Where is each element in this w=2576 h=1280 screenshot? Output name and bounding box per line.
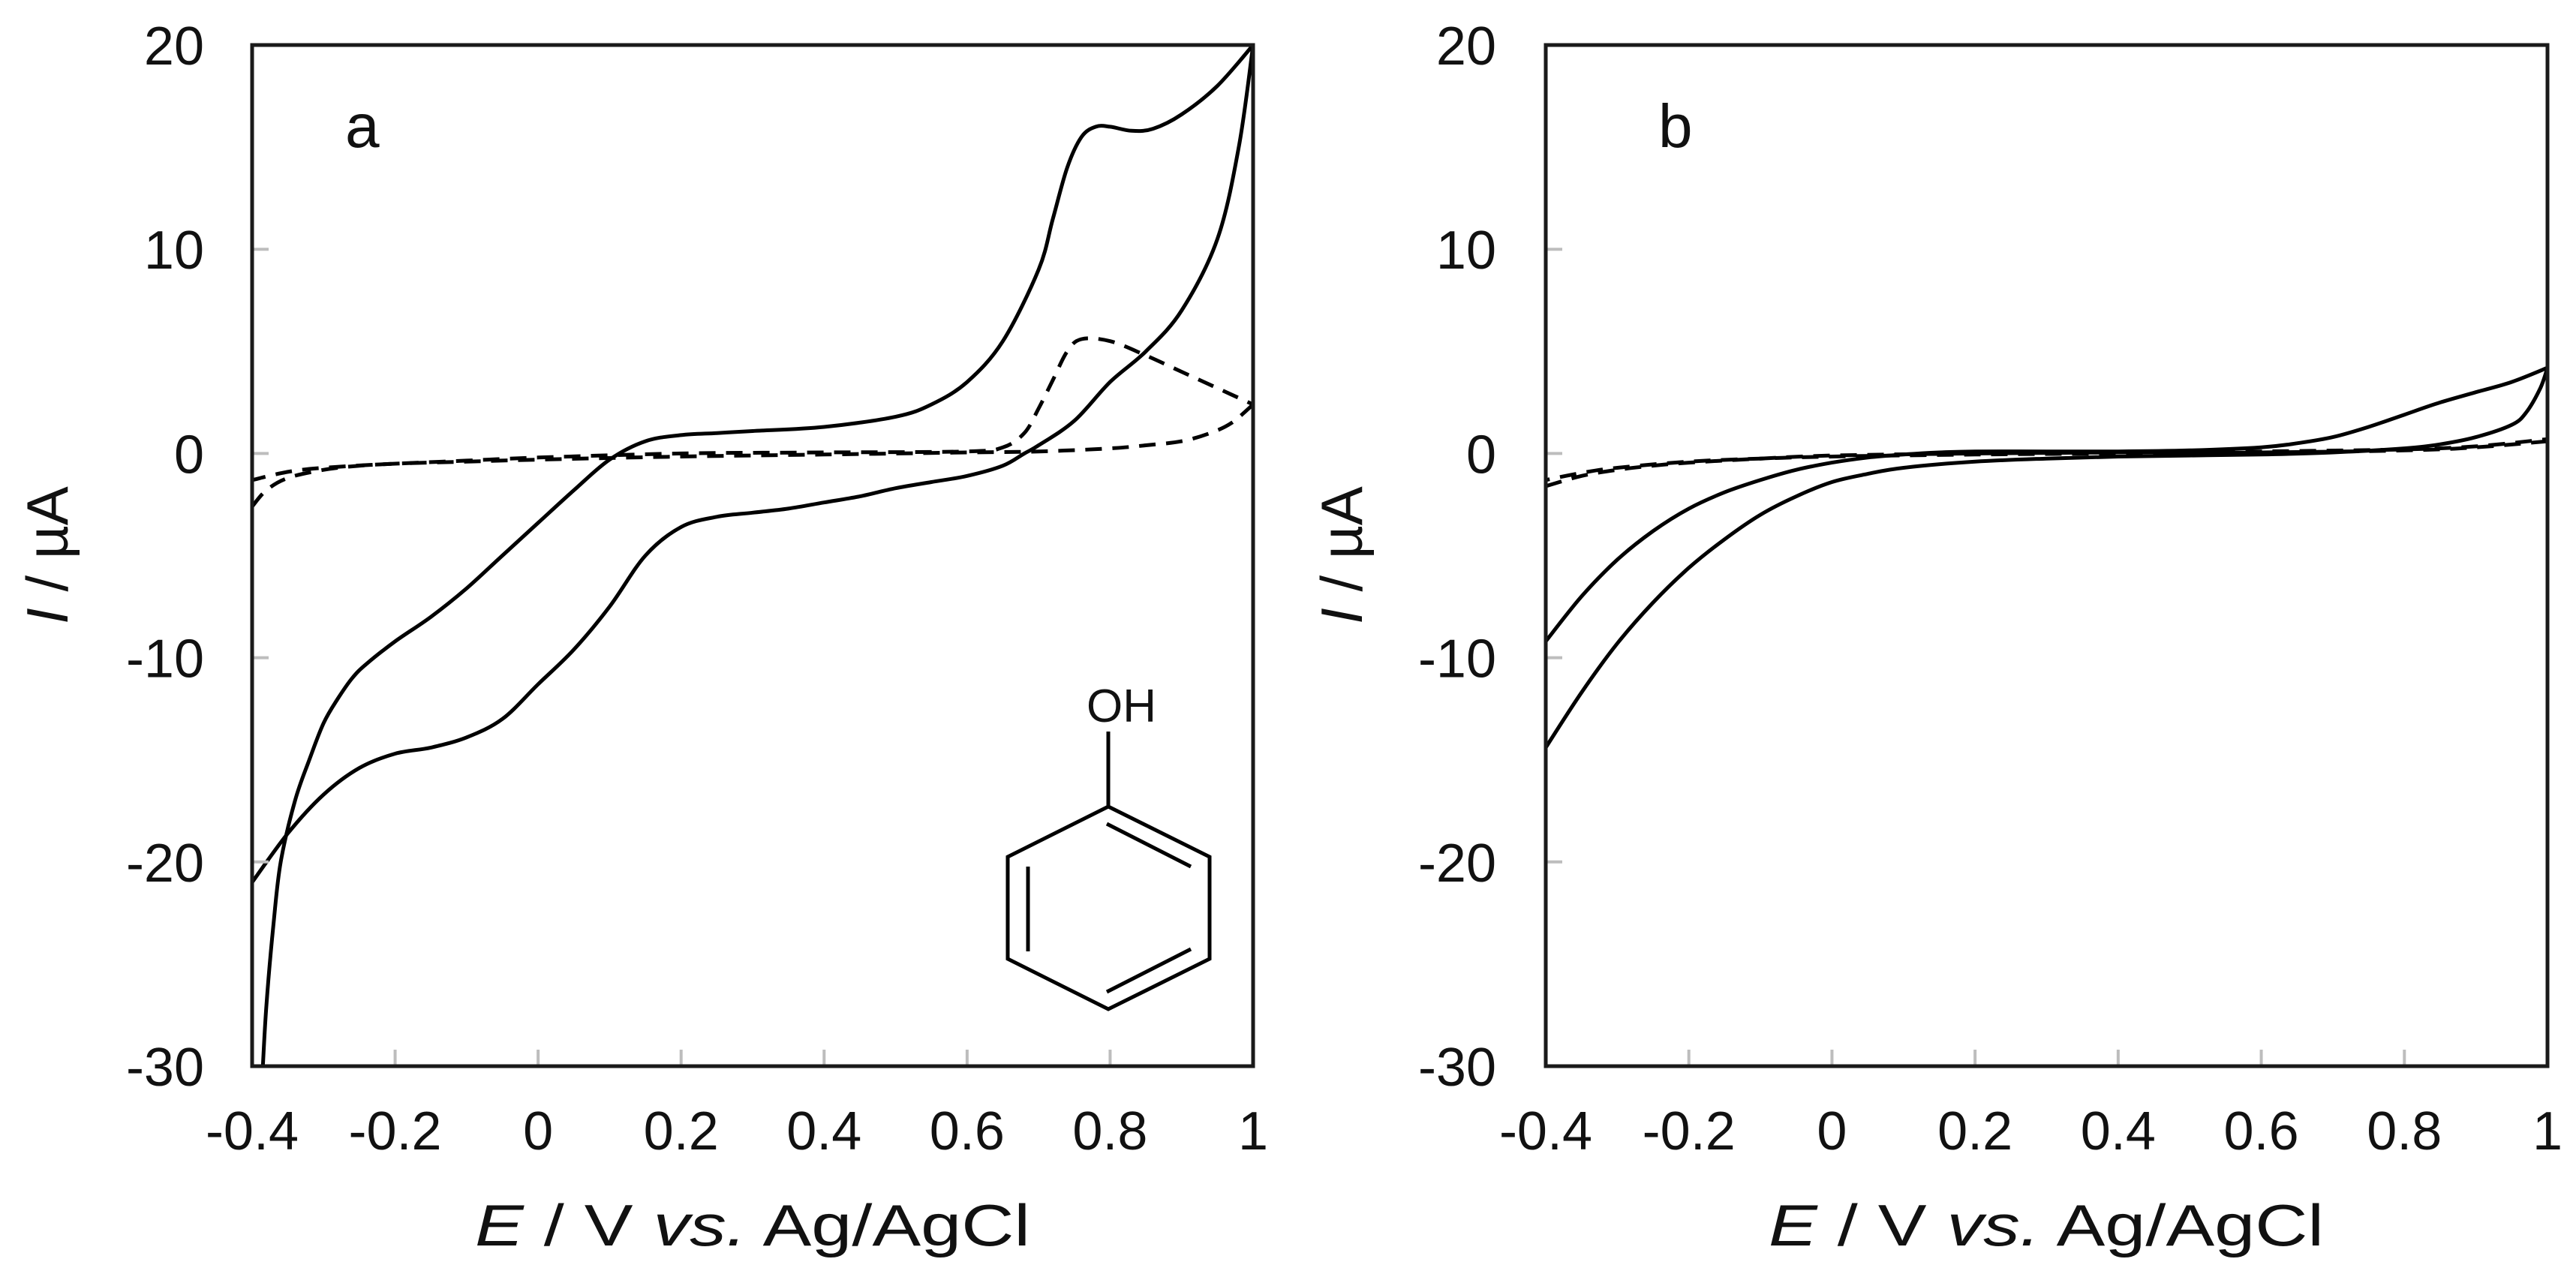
panel-a-x-axis-title: E / V vs. Ag/AgCl: [475, 1192, 1030, 1258]
hydroxyl-label: OH: [1087, 681, 1156, 732]
panel-a-y-tick-labels: 20 10 0 -10 -20 -30: [126, 17, 204, 1098]
panel-b-solid-curve: [1546, 365, 2547, 644]
x-tick-label: 0.8: [2367, 1101, 2442, 1161]
panel-a-dashed-curve: [252, 336, 1253, 508]
x-tick-label: 0.4: [786, 1101, 861, 1161]
y-tick-label: -10: [1418, 629, 1496, 690]
panel-a-plot-lines: [252, 45, 1253, 1066]
panel-b-ticks: [1546, 248, 2406, 1066]
panel-a-dashed-curve: [252, 403, 1253, 482]
y-tick-label: 20: [144, 17, 204, 77]
panel-b-dashed-curve: [1546, 439, 2547, 482]
panel-b-y-axis-title: I / µA: [1309, 486, 1375, 624]
x-tick-label: 0.2: [1937, 1101, 2012, 1161]
panel-b-letter: b: [1658, 92, 1693, 161]
panel-b-x-tick-labels: -0.4 -0.2 0 0.2 0.4 0.6 0.8 1: [1499, 1101, 2562, 1161]
y-tick-label: -20: [1418, 834, 1496, 894]
x-tick-label: -0.4: [1499, 1101, 1592, 1161]
x-tick-label: 1: [2532, 1101, 2562, 1161]
panel-b-plot-frame: [1543, 43, 2550, 1068]
y-tick-label: -30: [1418, 1038, 1496, 1098]
y-tick-label: -10: [126, 629, 204, 690]
x-tick-label: 0.8: [1072, 1101, 1147, 1161]
panel-a-solid-curve: [252, 45, 1253, 885]
panel-b-solid-curve: [1546, 365, 2547, 750]
y-tick-label: 20: [1436, 17, 1496, 77]
x-tick-label: 0.6: [2224, 1101, 2299, 1161]
panel-a-plot-frame: [250, 43, 1255, 1068]
y-tick-label: 10: [1436, 221, 1496, 281]
panel-a-x-tick-labels: -0.4 -0.2 0 0.2 0.4 0.6 0.8 1: [206, 1101, 1268, 1161]
x-tick-label: 1: [1238, 1101, 1268, 1161]
phenol-structure-icon: OH: [1005, 681, 1212, 1011]
x-tick-label: 0: [523, 1101, 553, 1161]
panel-b-plot-lines: [1546, 365, 2547, 750]
panel-b-dashed-curve: [1546, 437, 2547, 488]
y-tick-label: 0: [174, 425, 204, 485]
panel-a-solid-curve: [260, 45, 1253, 1066]
panel-a-letter: a: [345, 92, 380, 161]
panel-a-ticks: [252, 248, 1112, 1066]
y-tick-label: 10: [144, 221, 204, 281]
x-tick-label: 0.6: [930, 1101, 1005, 1161]
panel-b-x-axis-title: E / V vs. Ag/AgCl: [1769, 1192, 2324, 1258]
y-tick-label: 0: [1466, 425, 1496, 485]
panel-b-y-tick-labels: 20 10 0 -10 -20 -30: [1418, 17, 1496, 1098]
panel-a-y-axis-title: I / µA: [14, 486, 80, 624]
x-tick-label: -0.2: [349, 1101, 442, 1161]
x-tick-label: 0: [1817, 1101, 1847, 1161]
y-tick-label: -30: [126, 1038, 204, 1098]
x-tick-label: -0.4: [206, 1101, 299, 1161]
x-tick-label: 0.2: [644, 1101, 719, 1161]
x-tick-label: -0.2: [1643, 1101, 1736, 1161]
y-tick-label: -20: [126, 834, 204, 894]
x-tick-label: 0.4: [2081, 1101, 2156, 1161]
